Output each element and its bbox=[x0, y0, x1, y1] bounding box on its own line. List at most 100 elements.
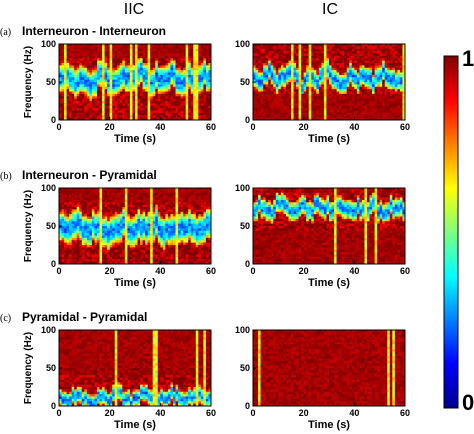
heatmap-cell bbox=[387, 77, 391, 81]
heatmap-cell bbox=[109, 214, 113, 217]
heatmap-cell bbox=[379, 91, 383, 95]
heatmap-cell bbox=[183, 112, 187, 116]
heatmap-cell bbox=[339, 84, 343, 88]
heatmap-cell bbox=[112, 117, 116, 121]
heatmap-cell bbox=[288, 72, 292, 76]
heatmap-cell bbox=[157, 72, 161, 76]
heatmap-cell bbox=[270, 65, 274, 69]
heatmap-cell bbox=[147, 103, 151, 107]
heatmap-cell bbox=[389, 86, 393, 90]
heatmap-cell bbox=[152, 108, 156, 111]
heatmap-cell bbox=[127, 237, 131, 241]
heatmap-cell bbox=[263, 60, 267, 64]
heatmap-cell bbox=[132, 230, 136, 234]
heatmap-cell bbox=[285, 79, 289, 83]
heatmap-cell bbox=[69, 240, 73, 244]
heatmap-cell bbox=[86, 235, 90, 239]
heatmap-cell bbox=[170, 67, 174, 71]
heatmap-cell bbox=[392, 96, 396, 100]
heatmap-cell bbox=[94, 204, 98, 208]
heatmap-cell bbox=[109, 74, 113, 78]
heatmap-cell bbox=[359, 105, 363, 109]
heatmap-cell bbox=[369, 51, 373, 54]
heatmap-cell bbox=[288, 84, 292, 88]
x-tick-label: 0 bbox=[56, 122, 61, 132]
heatmap-cell bbox=[346, 77, 350, 81]
heatmap-cell bbox=[170, 70, 174, 73]
heatmap-cell bbox=[341, 82, 345, 85]
y-tick-label: 50 bbox=[46, 77, 56, 87]
heatmap-cell bbox=[394, 48, 398, 52]
heatmap-cell bbox=[392, 84, 396, 88]
heatmap-cell bbox=[147, 91, 151, 95]
heatmap-cell bbox=[311, 44, 315, 47]
heatmap-cell bbox=[253, 108, 256, 111]
heatmap-cell bbox=[117, 190, 121, 194]
heatmap-cell bbox=[303, 48, 307, 52]
heatmap-cell bbox=[270, 53, 274, 57]
heatmap-cell bbox=[129, 46, 133, 50]
heatmap-cell bbox=[137, 65, 141, 69]
heatmap-cell bbox=[318, 77, 322, 81]
heatmap-cell bbox=[129, 65, 133, 69]
heatmap-cell bbox=[61, 254, 65, 258]
heatmap-cell bbox=[367, 77, 370, 81]
heatmap-cell bbox=[265, 98, 269, 102]
heatmap-cell bbox=[178, 103, 181, 107]
heatmap-cell bbox=[61, 202, 65, 206]
heatmap-cell bbox=[359, 48, 363, 52]
heatmap-cell bbox=[382, 44, 386, 47]
heatmap-cell bbox=[112, 237, 116, 241]
heatmap-cell bbox=[97, 84, 100, 88]
heatmap-cell bbox=[132, 256, 136, 260]
heatmap-cell bbox=[344, 70, 348, 73]
heatmap-cell bbox=[306, 51, 310, 54]
heatmap-cell bbox=[351, 98, 355, 102]
heatmap-cell bbox=[167, 91, 171, 95]
heatmap-cell bbox=[124, 247, 128, 251]
heatmap-cell bbox=[349, 84, 353, 88]
heatmap-cell bbox=[377, 105, 381, 109]
heatmap-cell bbox=[102, 256, 105, 260]
heatmap-cell bbox=[377, 51, 381, 54]
heatmap-cell bbox=[193, 65, 197, 69]
heatmap-cell bbox=[367, 51, 370, 54]
heatmap-cell bbox=[339, 86, 343, 90]
heatmap-cell bbox=[112, 240, 116, 244]
heatmap-cell bbox=[155, 101, 159, 104]
heatmap-cell bbox=[356, 91, 360, 95]
heatmap-cell bbox=[109, 89, 113, 92]
heatmap-cell bbox=[270, 79, 274, 83]
heatmap-cell bbox=[114, 240, 118, 244]
heatmap-cell bbox=[205, 70, 209, 73]
heatmap-cell bbox=[183, 70, 187, 73]
heatmap-cell bbox=[86, 72, 90, 76]
heatmap-cell bbox=[303, 74, 307, 78]
heatmap-cell bbox=[76, 188, 80, 191]
heatmap-cell bbox=[97, 48, 100, 52]
heatmap-cell bbox=[270, 44, 274, 47]
heatmap-cell bbox=[124, 218, 128, 222]
heatmap-cell bbox=[165, 55, 169, 59]
heatmap-cell bbox=[285, 101, 289, 104]
heatmap-cell bbox=[173, 115, 176, 119]
heatmap-cell bbox=[203, 108, 207, 111]
heatmap-cell bbox=[132, 55, 136, 59]
heatmap-cell bbox=[377, 82, 381, 85]
heatmap-cell bbox=[71, 197, 75, 201]
heatmap-cell bbox=[205, 58, 209, 62]
heatmap-cell bbox=[195, 84, 199, 88]
heatmap-cell bbox=[379, 98, 383, 102]
heatmap-cell bbox=[97, 207, 100, 210]
heatmap-cell bbox=[140, 105, 143, 109]
heatmap-cell bbox=[339, 46, 343, 50]
heatmap-cell bbox=[145, 233, 149, 236]
heatmap-cell bbox=[114, 197, 118, 201]
heatmap-cell bbox=[91, 60, 95, 64]
heatmap-cell bbox=[97, 108, 100, 111]
heatmap-cell bbox=[86, 105, 90, 109]
heatmap-cell bbox=[183, 105, 187, 109]
heatmap-cell bbox=[102, 252, 105, 255]
heatmap-cell bbox=[190, 65, 194, 69]
heatmap-cell bbox=[336, 44, 340, 47]
